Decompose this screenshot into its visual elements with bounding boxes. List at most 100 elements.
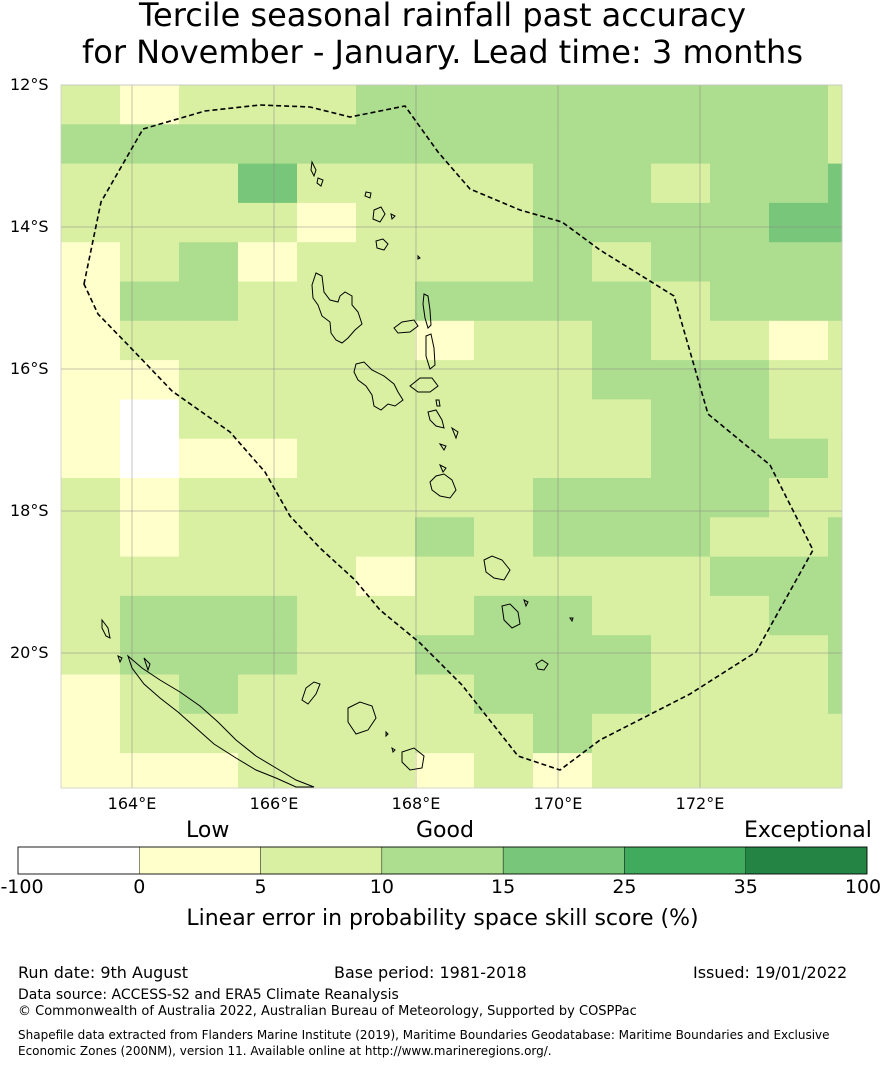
grid-cell bbox=[120, 713, 180, 754]
grid-cell bbox=[297, 635, 357, 675]
grid-cell bbox=[120, 320, 180, 361]
grid-cell bbox=[179, 595, 239, 636]
grid-cell bbox=[710, 124, 770, 165]
grid-cell bbox=[61, 360, 121, 400]
lon-label-168e: 168°E bbox=[391, 794, 441, 813]
grid-cell bbox=[61, 438, 121, 479]
grid-cell bbox=[769, 595, 829, 636]
island-small-5 bbox=[450, 426, 459, 440]
grid-cell bbox=[828, 242, 843, 282]
grid-cell bbox=[769, 517, 829, 558]
grid-cell bbox=[179, 753, 239, 789]
grid-cell bbox=[710, 713, 770, 754]
grid-cell bbox=[61, 399, 121, 440]
grid-cell bbox=[61, 163, 121, 204]
grid-cell bbox=[179, 85, 239, 125]
colorbar-tick-label: 35 bbox=[733, 876, 758, 898]
grid-cell bbox=[651, 320, 711, 361]
lon-label-166e: 166°E bbox=[249, 794, 299, 813]
grid-cell bbox=[651, 713, 711, 754]
island-aneityum bbox=[535, 659, 549, 671]
grid-cell bbox=[238, 202, 298, 243]
grid-cell bbox=[769, 242, 829, 282]
grid-cell bbox=[474, 438, 534, 479]
grid-cell bbox=[297, 753, 357, 789]
grid-cell bbox=[533, 517, 593, 558]
grid-cell bbox=[474, 85, 534, 125]
grid-cell bbox=[297, 85, 357, 125]
grid-cell bbox=[651, 635, 711, 675]
grid-cell bbox=[710, 517, 770, 558]
island-epi bbox=[427, 409, 445, 429]
grid-cell bbox=[651, 674, 711, 715]
grid-cell bbox=[769, 753, 829, 789]
grid-cell bbox=[533, 320, 593, 361]
grid-cell bbox=[651, 556, 711, 597]
grid-cell bbox=[828, 635, 843, 675]
grid-cell bbox=[415, 556, 475, 597]
grid-cell bbox=[415, 163, 475, 204]
grid-cell bbox=[415, 517, 475, 558]
grid-cell bbox=[828, 595, 843, 636]
island-malekula bbox=[353, 361, 404, 411]
colorbar bbox=[17, 846, 868, 875]
grid-cell bbox=[415, 320, 475, 361]
colorbar-title: Linear error in probability space skill … bbox=[186, 906, 699, 931]
grid-cell bbox=[710, 242, 770, 282]
grid-cell bbox=[120, 635, 180, 675]
lat-label-16s: 16°S bbox=[10, 359, 49, 378]
colorbar-tick-label: 5 bbox=[254, 876, 267, 898]
grid-cell bbox=[120, 438, 180, 479]
grid-cell bbox=[356, 517, 416, 558]
grid-cell bbox=[474, 242, 534, 282]
base-period: Base period: 1981-2018 bbox=[334, 963, 527, 982]
grid-cell bbox=[415, 202, 475, 243]
grid-cell bbox=[474, 399, 534, 440]
colorbar-swatches bbox=[17, 846, 868, 875]
grid-cell bbox=[592, 713, 652, 754]
island-torres bbox=[310, 160, 317, 178]
grid-cell bbox=[651, 124, 711, 165]
grid-cell bbox=[238, 399, 298, 440]
grid-cell bbox=[238, 674, 298, 715]
grid-cell bbox=[61, 556, 121, 597]
category-good: Good bbox=[416, 818, 474, 843]
issued-date: Issued: 19/01/2022 bbox=[693, 963, 848, 982]
grid-cell bbox=[356, 360, 416, 400]
grid-cell bbox=[120, 85, 180, 125]
grid-cell bbox=[120, 281, 180, 322]
grid-cell bbox=[297, 399, 357, 440]
grid-cell bbox=[592, 124, 652, 165]
grid-cell bbox=[533, 124, 593, 165]
grid-cell bbox=[769, 202, 829, 243]
grid-cell bbox=[474, 556, 534, 597]
grid-cell bbox=[828, 556, 843, 597]
grid-cell bbox=[474, 517, 534, 558]
grid-cell bbox=[651, 360, 711, 400]
grid-cell bbox=[297, 242, 357, 282]
grid-cell bbox=[356, 202, 416, 243]
grid-cell bbox=[710, 281, 770, 322]
grid-cell bbox=[592, 595, 652, 636]
grid-cell bbox=[120, 202, 180, 243]
grid-cell bbox=[769, 399, 829, 440]
grid-cell bbox=[474, 753, 534, 789]
grid-cell bbox=[828, 399, 843, 440]
grid-cell bbox=[533, 242, 593, 282]
grid-cell bbox=[710, 163, 770, 204]
grid-cell bbox=[769, 674, 829, 715]
grid-cell bbox=[415, 360, 475, 400]
grid-cell bbox=[533, 713, 593, 754]
grid-cell bbox=[356, 320, 416, 361]
grid-cell bbox=[651, 242, 711, 282]
grid-cell bbox=[61, 124, 121, 165]
grid-cell bbox=[533, 635, 593, 675]
grid-cell bbox=[533, 556, 593, 597]
island-small-9 bbox=[569, 617, 574, 623]
grid-cell bbox=[179, 517, 239, 558]
grid-cell bbox=[710, 438, 770, 479]
grid-cell bbox=[651, 438, 711, 479]
grid-cell bbox=[356, 438, 416, 479]
grid-cell bbox=[533, 281, 593, 322]
grid-cell bbox=[356, 635, 416, 675]
